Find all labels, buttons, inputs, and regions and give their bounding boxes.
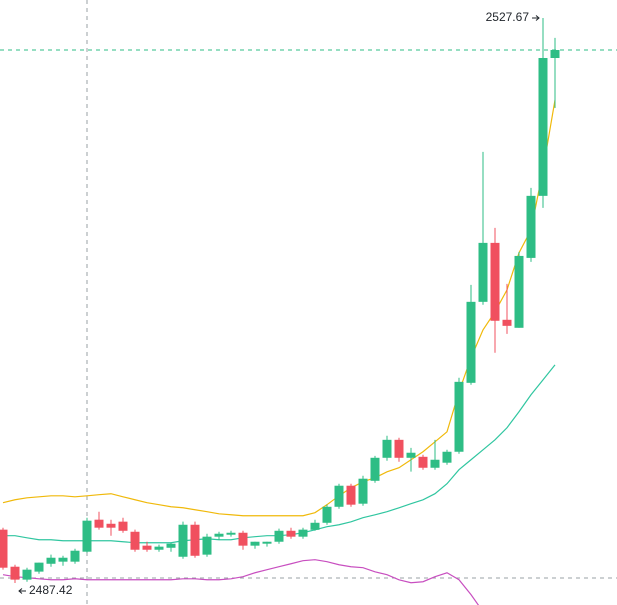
indicator-line [2,99,556,517]
candle-body [310,522,320,530]
indicator-line [2,559,480,605]
candle-body [10,566,20,580]
labels: 2527.67 2487.42 [18,10,540,597]
candle-body [334,485,344,507]
candle-body [214,533,224,537]
candle-body [0,529,8,568]
low-arrow [18,588,26,594]
candle-body [466,301,476,383]
high-arrow [532,15,540,21]
high-label: 2527.67 [486,10,530,24]
low-label: 2487.42 [29,583,73,597]
candle-body [274,530,284,542]
candle-body [286,530,296,537]
candle-body [550,50,560,59]
candle-body [370,457,380,481]
candle-body [82,520,92,552]
candle-body [322,506,332,523]
candle-body [106,523,116,528]
candle-body [190,524,200,556]
candle-body [46,557,56,564]
candle-body [22,569,32,580]
candle-body [430,459,440,468]
candle-body [358,478,368,504]
candle-body [526,195,536,258]
candle-body [70,550,80,562]
candle-body [478,242,488,302]
candle-body [262,541,272,544]
candle-body [154,546,164,550]
candle-body [514,255,524,328]
candle-body [394,439,404,458]
candle-body [226,532,236,535]
candle-body [298,529,308,537]
candle-body [442,451,452,463]
candle-body [490,242,500,321]
candle-body [538,58,548,196]
candle-body [250,541,260,546]
candle-body [178,524,188,557]
candle-body [166,543,176,548]
candle-body [406,452,416,458]
candle-body [202,536,212,555]
candle-body [346,485,356,505]
overlay-lines [0,49,617,605]
candle-body [118,521,128,531]
candle-body [502,319,512,326]
candle-body [94,519,104,528]
candle-body [58,557,68,562]
candle-body [454,381,464,452]
candle-body [418,456,428,468]
candle-body [130,531,140,550]
candle-body [238,532,248,546]
candle-body [142,545,152,550]
candle-body [382,439,392,458]
candle-body [34,562,44,572]
candles [0,18,560,583]
